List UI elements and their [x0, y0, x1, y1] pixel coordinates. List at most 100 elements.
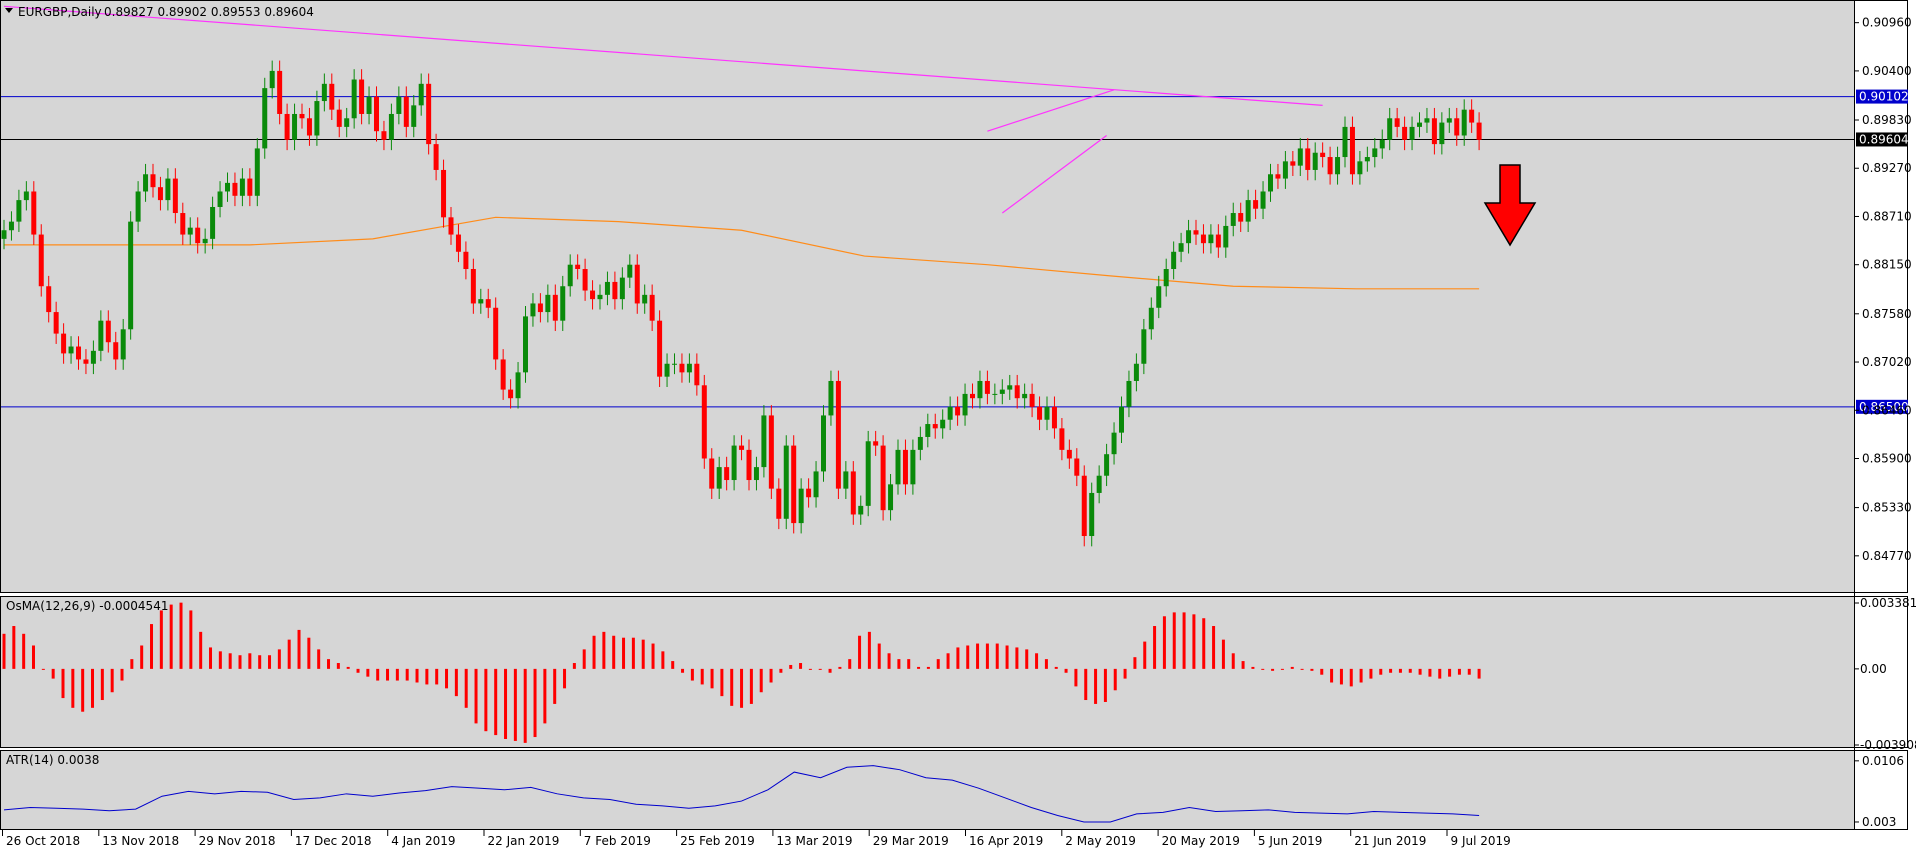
candle-body [157, 187, 163, 201]
osma-bar [789, 664, 793, 669]
osma-bar [1202, 618, 1206, 669]
osma-bar [1448, 668, 1452, 677]
atr-panel-bg [0, 750, 1854, 830]
candle-body [321, 83, 327, 102]
candle-body [1431, 118, 1437, 145]
osma-bar [641, 639, 645, 669]
candle-body [366, 96, 372, 114]
osma-bar [1143, 641, 1147, 669]
wedge-upper-line [987, 89, 1115, 132]
candle-body [16, 200, 22, 222]
candle-body [992, 393, 998, 395]
osma-bar [1280, 668, 1284, 670]
candle-body [1111, 432, 1117, 455]
osma-bar [513, 668, 517, 741]
osma-bar [631, 637, 635, 669]
y-tick-label: 0.89830 [1862, 113, 1912, 127]
candle-body [537, 303, 543, 313]
candle-body [1044, 406, 1050, 420]
osma-bar [533, 668, 537, 738]
osma-bar [563, 668, 567, 689]
osma-bar [504, 668, 508, 739]
candle-body [254, 148, 260, 196]
candle-body [38, 234, 44, 287]
osma-bar [926, 666, 930, 669]
candle-body [232, 182, 238, 196]
osma-bar [386, 668, 390, 681]
x-tick-label: 25 Feb 2019 [680, 834, 755, 848]
candle-body [1051, 406, 1057, 429]
candle-body [575, 264, 581, 270]
candle-body [128, 221, 134, 330]
osma-bar [1418, 668, 1422, 675]
osma-bar [336, 663, 340, 669]
wedge-lower-line [1001, 135, 1107, 214]
axes: 0.90102 0.86500 0.89604 0.90960 0.90400 0.898… [2, 16, 1916, 848]
candle-body [210, 206, 216, 239]
osma-bar [327, 659, 331, 669]
level-price-box [1856, 399, 1908, 414]
candle-body [1260, 191, 1266, 209]
osma-bar [917, 666, 921, 669]
candle-body [455, 234, 461, 252]
candle-body [1454, 118, 1460, 136]
osma-bar [22, 633, 26, 669]
osma-bar [1398, 668, 1402, 673]
candle-body [746, 449, 752, 481]
collapse-triangle-icon[interactable] [5, 8, 13, 13]
candle-body [1275, 174, 1281, 179]
candle-body [1305, 148, 1311, 170]
osma-bar [199, 631, 203, 669]
y-tick-label: 0.90960 [1862, 16, 1912, 30]
y-tick-label: 0.88710 [1862, 209, 1912, 223]
y-tick-label: 0.90400 [1862, 64, 1912, 78]
candle-body [1342, 126, 1348, 158]
candle-body [1461, 109, 1467, 136]
candle-body [1022, 393, 1028, 399]
candle-body [843, 471, 849, 489]
osma-bar [1094, 668, 1098, 704]
atr-line [3, 765, 1480, 823]
osma-bar [1162, 616, 1166, 669]
x-tick-label: 13 Nov 2018 [102, 834, 179, 848]
candle-body [686, 363, 692, 373]
candle-body [448, 217, 454, 235]
osma-bar [100, 668, 104, 701]
osma-bar [1271, 668, 1275, 671]
candle-body [947, 406, 953, 420]
osma-bar [454, 668, 458, 697]
candle-body [955, 406, 961, 416]
candle-body [1163, 269, 1169, 287]
bottom-scale-bg [0, 830, 1916, 850]
osma-bar [71, 668, 75, 708]
candle-body [292, 113, 298, 140]
candle-body [1089, 492, 1095, 537]
osma-bar [376, 668, 380, 681]
candle-body [1193, 230, 1199, 235]
osma-bar [356, 668, 360, 673]
candle-body [582, 269, 588, 291]
osma-bar [976, 643, 980, 669]
candle-body [485, 299, 491, 308]
ohlc-label: 0.89827 0.89902 0.89553 0.89604 [104, 5, 314, 19]
x-tick-label: 29 Nov 2018 [199, 834, 276, 848]
osma-bar [661, 651, 665, 669]
osma-bar [140, 645, 144, 669]
osma-bar [1153, 626, 1157, 669]
candle-body [463, 251, 469, 270]
osma-bar [218, 651, 222, 669]
candle-body [1446, 118, 1452, 123]
candle-body [709, 458, 715, 489]
y-tick-label: 0.89270 [1862, 161, 1912, 175]
osma-bar [1408, 668, 1412, 673]
osma-bar [91, 668, 95, 708]
osma-bar [1330, 668, 1334, 683]
osma-bar [1379, 668, 1383, 675]
osma-bar [1054, 666, 1058, 669]
y-tick-label: 0.85330 [1862, 501, 1912, 515]
candle-body [299, 113, 305, 119]
y-tick-label: 0.84770 [1862, 549, 1912, 563]
osma-bar [287, 639, 291, 669]
osma-bar [1015, 647, 1019, 669]
